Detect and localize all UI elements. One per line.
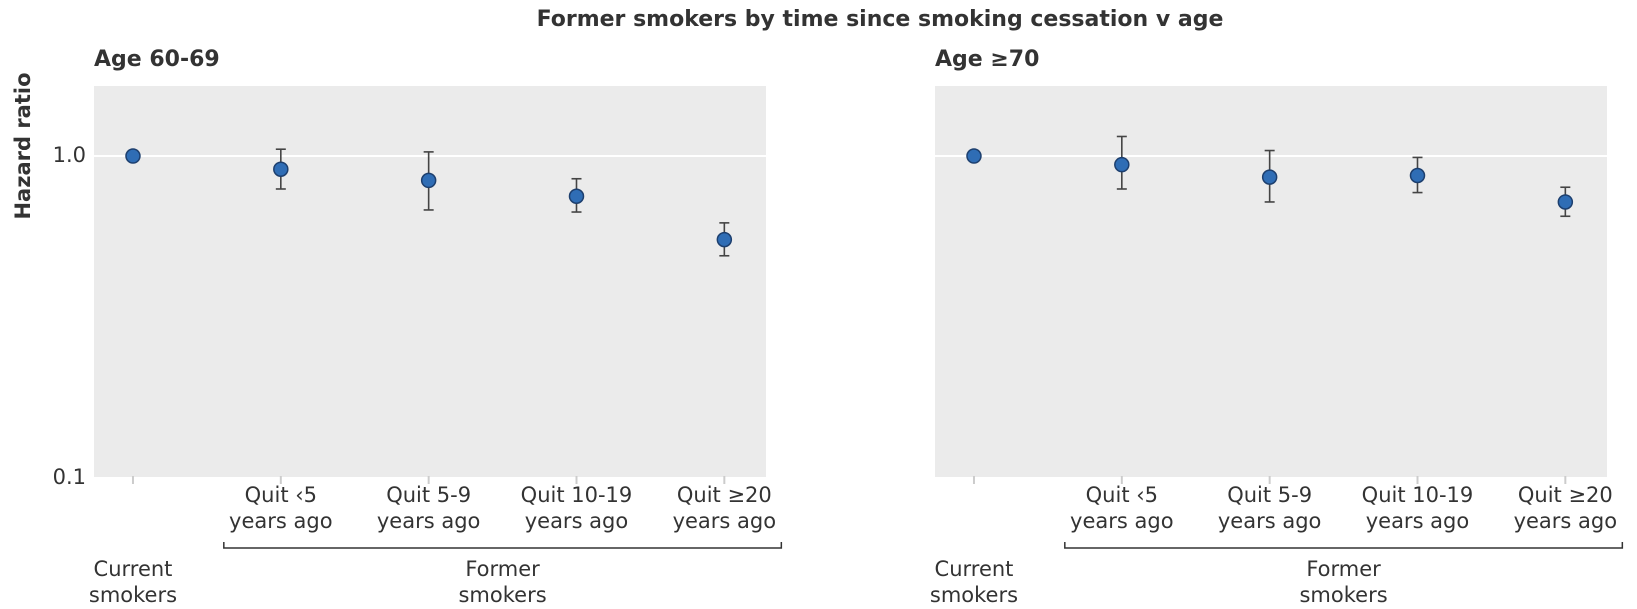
point (1261, 169, 1278, 185)
point (966, 148, 982, 164)
x-tick-label: Quit 5-9 years ago (1217, 483, 1322, 533)
x-tick-label: Current smokers (929, 557, 1019, 607)
x-tick-label: Quit 10-19 years ago (1361, 483, 1474, 533)
point (568, 188, 585, 205)
point (716, 231, 733, 248)
panel-title: Age 60-69 (94, 47, 220, 72)
point (1114, 156, 1130, 173)
point (125, 148, 141, 164)
plot-background (94, 86, 766, 478)
point (420, 172, 437, 189)
x-tick-label: Current smokers (88, 557, 178, 607)
y-tick-label: 1.0 (53, 143, 86, 167)
x-tick-label: Quit ≥20 years ago (1513, 483, 1618, 533)
x-tick-label: Quit ≥20 years ago (672, 483, 777, 533)
group-label: Former smokers (1299, 557, 1388, 607)
point (273, 161, 289, 177)
group-bracket (1064, 542, 1624, 549)
plot-background (935, 86, 1607, 478)
panel-title: Age ≥70 (935, 47, 1039, 72)
y-tick-label: 0.1 (53, 465, 86, 489)
group-label: Former smokers (458, 557, 547, 607)
y-axis-label: Hazard ratio (11, 72, 35, 219)
figure-title: Former smokers by time since smoking ces… (537, 7, 1224, 32)
point (1557, 194, 1574, 210)
x-tick-label: Quit ‹5 years ago (1070, 483, 1174, 533)
x-tick-label: Quit ‹5 years ago (229, 483, 333, 533)
x-tick-label: Quit 10-19 years ago (520, 483, 633, 533)
group-bracket (223, 542, 783, 549)
point (1409, 167, 1426, 184)
x-tick-label: Quit 5-9 years ago (376, 483, 481, 533)
